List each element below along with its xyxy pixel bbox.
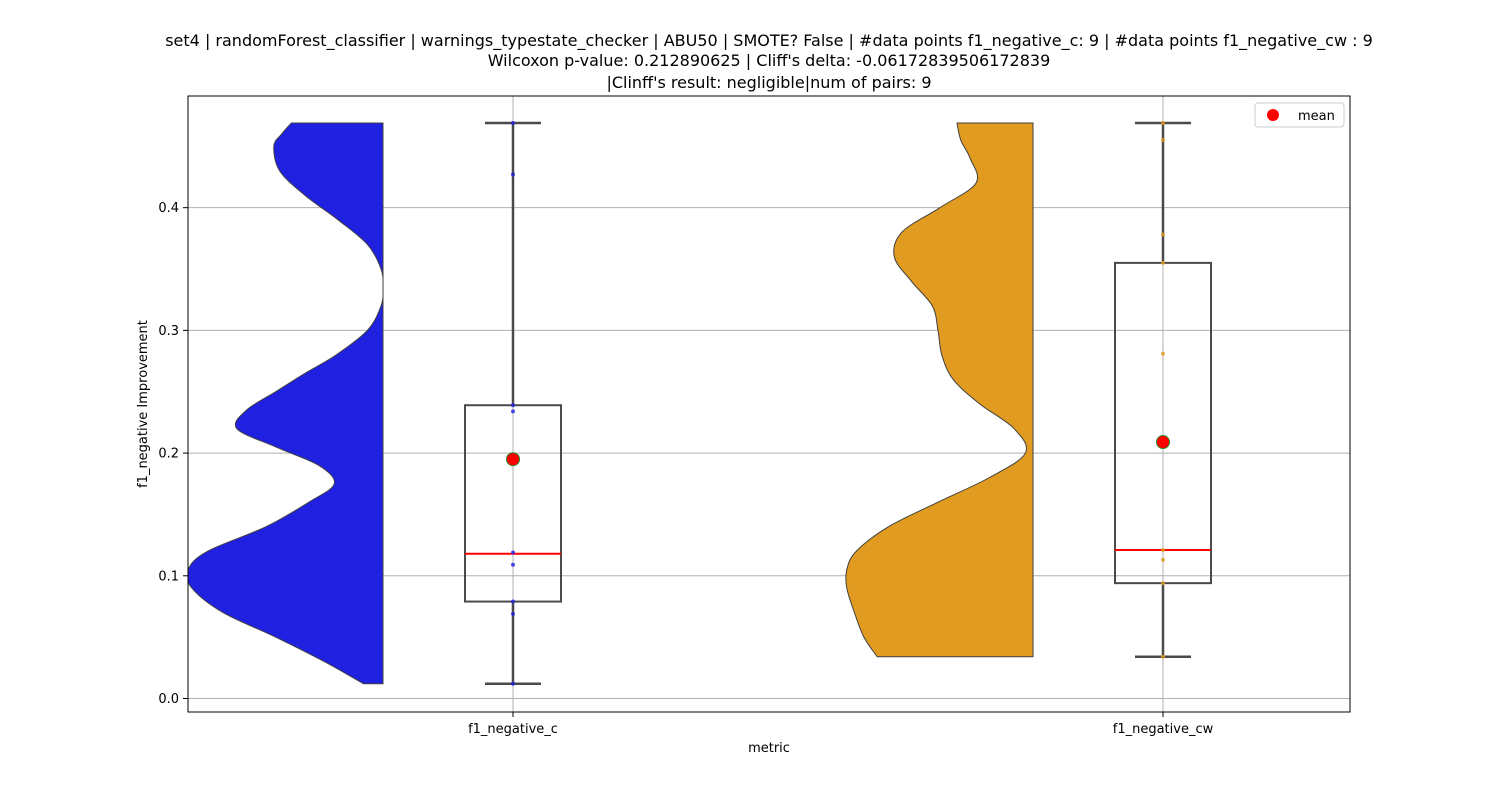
mean-marker-f1_negative_cw [1156, 435, 1170, 450]
data-point [511, 172, 515, 177]
title-line-3: |Clinff's result: negligible|num of pair… [606, 73, 931, 92]
chart-title: set4 | randomForest_classifier | warning… [165, 31, 1373, 92]
data-point [511, 599, 515, 604]
x-tick-label: f1_negative_cw [1113, 722, 1214, 737]
y-tick-label: 0.0 [158, 692, 179, 707]
violins [188, 122, 1034, 685]
data-point [1161, 260, 1165, 265]
x-axis-label: metric [748, 741, 790, 756]
data-point [511, 409, 515, 414]
y-tick-label: 0.1 [158, 569, 179, 584]
data-point [1161, 138, 1165, 143]
data-point [511, 611, 515, 616]
y-tick-label: 0.4 [158, 201, 179, 216]
y-tick-label: 0.2 [158, 447, 179, 462]
mean-markers [506, 435, 1170, 467]
x-tick-label: f1_negative_c [468, 722, 558, 737]
data-point [511, 403, 515, 408]
legend-mean-marker [1267, 109, 1279, 121]
data-point [1161, 351, 1165, 356]
data-point [511, 681, 515, 686]
plot-area-frame [187, 95, 1351, 713]
title-line-1: set4 | randomForest_classifier | warning… [165, 31, 1373, 51]
data-points [511, 120, 1165, 686]
legend: mean [1254, 102, 1345, 128]
data-point [1161, 581, 1165, 586]
y-axis-ticks: 0.0 0.1 0.2 0.3 0.4 [158, 201, 188, 707]
legend-entry-mean: mean [1298, 109, 1335, 124]
y-axis-label: f1_negative Improvement [136, 320, 151, 488]
data-point [1161, 548, 1165, 553]
title-line-2: Wilcoxon p-value: 0.212890625 | Cliff's … [488, 51, 1051, 70]
violin-f1_negative_cw [845, 122, 1034, 658]
data-point [511, 550, 515, 555]
mean-marker-f1_negative_c [506, 452, 520, 467]
data-point [1161, 557, 1165, 562]
data-point [1161, 120, 1165, 125]
y-tick-label: 0.3 [158, 324, 179, 339]
data-point [511, 562, 515, 567]
violin-f1_negative_c [188, 122, 384, 685]
data-point [511, 120, 515, 125]
x-axis-ticks: f1_negative_c f1_negative_cw [468, 712, 1214, 737]
legend-box [1254, 102, 1345, 128]
data-point [1161, 654, 1165, 659]
data-point [1161, 232, 1165, 237]
